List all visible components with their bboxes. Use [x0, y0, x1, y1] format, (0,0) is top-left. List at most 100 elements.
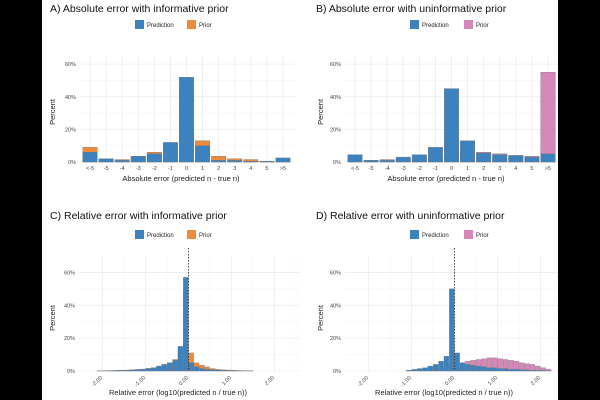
bar-prediction	[129, 369, 135, 372]
bar-prediction	[220, 370, 227, 372]
bar-prediction	[211, 160, 227, 163]
panel-c: C) Relative error with informative prior…	[48, 210, 300, 397]
x-tick-label: 2	[217, 166, 220, 172]
bar-prediction	[519, 369, 525, 372]
bar-prediction	[508, 369, 514, 372]
bar-prediction	[161, 364, 167, 372]
bar-prediction	[188, 362, 194, 372]
bar-prediction	[454, 352, 460, 372]
bar-prediction	[114, 160, 130, 163]
x-tick-label: -3	[136, 166, 141, 172]
y-tick-label: 20%	[330, 127, 341, 133]
panel-c-title: C) Relative error with informative prior	[50, 210, 227, 222]
x-tick-label: -5	[369, 166, 374, 172]
bar-prediction	[124, 370, 130, 372]
legend-label-prediction: Prediction	[147, 23, 174, 29]
bar-prediction	[193, 366, 200, 372]
y-tick-label: 0%	[67, 369, 75, 375]
legend-label-prior: Prior	[476, 23, 489, 29]
x-tick-label: >5	[280, 166, 286, 172]
legend-label-prediction: Prediction	[147, 233, 174, 239]
x-tick-label: 5	[530, 166, 533, 172]
bar-prediction	[524, 369, 530, 372]
legend-label-prediction: Prediction	[422, 23, 449, 29]
y-tick-label: 20%	[330, 336, 341, 342]
bar-prediction	[438, 360, 444, 372]
bar-prediction	[444, 88, 459, 163]
panel-d-ylabel: Percent	[316, 304, 325, 331]
x-tick-label: -2.00	[357, 375, 370, 388]
bar-prediction	[459, 362, 466, 372]
panel-b: B) Absolute error with uninformative pri…	[316, 3, 558, 183]
bar-prior	[529, 364, 536, 372]
bar-prediction	[470, 365, 476, 372]
bar-prediction	[140, 369, 146, 372]
x-tick-label: 2.00	[264, 375, 276, 387]
panel-c-plot: 0% 20% 40% 60% -2.00 -1.00 0.00 1.00 2.00	[64, 248, 300, 388]
y-tick-label: 40%	[64, 303, 75, 309]
bar-prediction	[433, 364, 439, 372]
x-tick-label: 3	[498, 166, 501, 172]
y-tick-label: 20%	[65, 127, 76, 133]
x-tick-label: -1	[433, 166, 438, 172]
x-tick-label: -1.00	[400, 375, 413, 388]
bar-prediction	[535, 370, 541, 372]
x-tick-label: 3	[233, 166, 236, 172]
panel-d: D) Relative error with uninformative pri…	[316, 210, 558, 397]
bar-prediction	[204, 369, 210, 372]
panel-a-xlabel: Absolute error (predicted n - true n)	[122, 174, 240, 183]
bar-prediction	[210, 369, 216, 372]
bar-prediction	[243, 160, 259, 163]
bar-prediction	[146, 153, 162, 163]
panel-b-title: B) Absolute error with uninformative pri…	[316, 3, 507, 15]
y-tick-label: 60%	[330, 270, 341, 276]
legend-label-prior: Prior	[199, 233, 212, 239]
bar-prediction	[406, 370, 412, 372]
bar-prediction	[540, 153, 556, 163]
legend-swatch-prior	[187, 20, 196, 29]
bar-prediction	[145, 368, 151, 372]
bar-prediction	[162, 142, 178, 163]
y-tick-label: 20%	[64, 336, 75, 342]
panel-a-ylabel: Percent	[48, 98, 57, 125]
bar-prediction	[422, 367, 428, 372]
y-tick-label: 0%	[333, 160, 341, 166]
bar-prediction	[150, 367, 157, 372]
x-tick-label: 2	[482, 166, 485, 172]
panel-d-legend: Prediction Prior	[410, 230, 489, 239]
bar-prediction	[524, 156, 540, 163]
legend-swatch-prior	[187, 230, 196, 239]
legend-swatch-prediction	[135, 230, 144, 239]
panel-b-plot: 0% 20% 40% 60% <-5 -5 -4 -3 -2 -1 0 1 2 3 4 5 >5	[330, 56, 558, 172]
bar-prediction	[449, 288, 455, 372]
bar-prediction	[199, 368, 205, 372]
legend-swatch-prior	[464, 230, 473, 239]
bar-prediction	[347, 154, 363, 163]
bar-prediction	[492, 154, 508, 163]
y-tick-label: 40%	[330, 95, 341, 101]
bar-prediction	[259, 160, 275, 163]
bar-prediction	[427, 147, 443, 163]
y-tick-label: 40%	[65, 95, 76, 101]
bar-prediction	[275, 157, 291, 163]
legend-swatch-prediction	[410, 20, 419, 29]
panel-d-xlabel: Relative error (log10(predicted n / true…	[375, 388, 513, 397]
x-tick-label: -2.00	[91, 375, 104, 388]
x-tick-label: 4	[249, 166, 252, 172]
bar-prediction	[492, 367, 498, 372]
bar-prediction	[98, 158, 114, 163]
x-tick-label: -3	[401, 166, 406, 172]
bar-prediction	[476, 152, 492, 163]
bar-prediction	[130, 156, 146, 163]
x-tick-label: -5	[104, 166, 109, 172]
y-tick-label: 60%	[330, 62, 341, 68]
panel-c-xlabel: Relative error (log10(predicted n / true…	[109, 388, 247, 397]
x-tick-label: -2	[152, 166, 157, 172]
panel-a-title: A) Absolute error with informative prior	[50, 3, 229, 15]
x-tick-label: -4	[385, 166, 390, 172]
x-tick-label: 1	[201, 166, 204, 172]
bar-prediction	[508, 155, 524, 163]
figure: A) Absolute error with informative prior…	[42, 0, 558, 400]
bar-prediction	[497, 368, 503, 372]
panel-a-legend: Prediction Prior	[135, 20, 212, 29]
